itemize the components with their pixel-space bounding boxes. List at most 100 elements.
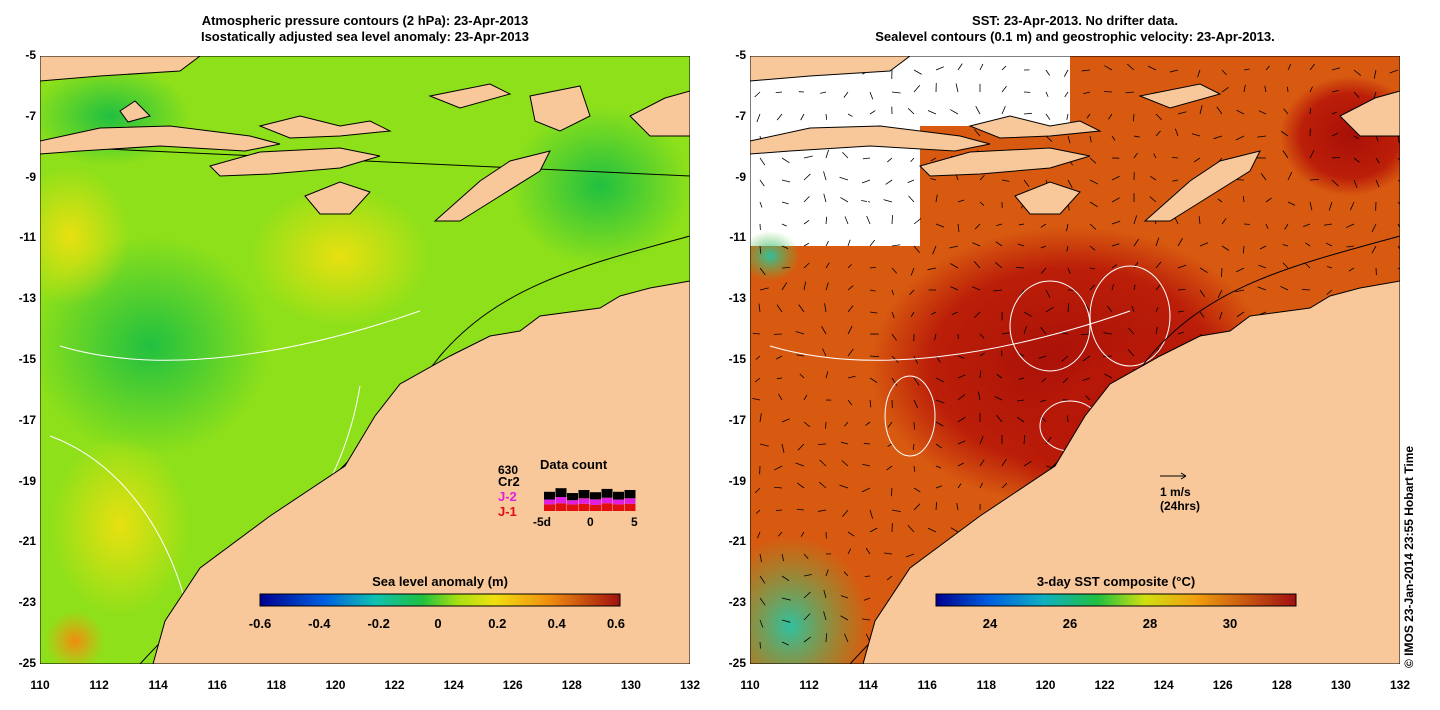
velocity-vector [1104,65,1113,71]
velocity-vector [1257,286,1267,291]
right-lon-label: 114 [858,678,878,692]
velocity-vector [1001,458,1007,467]
velocity-vector [774,486,783,489]
left-lon-label: 118 [266,678,287,692]
velocity-vector [1067,179,1073,189]
velocity-vector [974,223,981,230]
velocity-vector [891,311,895,319]
velocity-vector [957,355,965,359]
velocity-vector [1221,87,1229,93]
velocity-scale: 1 m/s (24hrs) [1160,472,1200,513]
velocity-vector [1287,63,1292,71]
velocity-vector [781,223,787,227]
right-lon-label: 132 [1389,678,1411,692]
left-lon-label: 122 [384,678,405,692]
colorbar-tick-label: 24 [983,616,998,631]
velocity-vector [1353,91,1360,99]
velocity-vector [1066,415,1069,423]
velocity-vector [1258,264,1267,269]
velocity-vector [1235,135,1245,141]
velocity-vector [1353,69,1362,76]
velocity-vector [1243,84,1246,93]
data-count-axis-mid: 0 [587,515,594,529]
velocity-vector [1131,305,1135,313]
velocity-vector [1309,63,1315,71]
velocity-vector [1174,128,1179,137]
velocity-vector [957,483,962,489]
colorbar-tick-label: 0.2 [488,616,506,631]
velocity-vector [996,414,1003,423]
velocity-vector [950,527,959,533]
velocity-vector [825,569,829,577]
velocity-vector [1133,135,1140,138]
velocity-vector [1001,85,1007,93]
j1-count-bar [544,504,555,511]
velocity-vector [1001,65,1007,71]
velocity-vector [1199,311,1205,318]
velocity-vector [972,242,981,247]
velocity-vector [1326,266,1333,269]
velocity-vector [1169,69,1179,73]
velocity-vector [891,333,897,341]
velocity-vector [913,69,922,75]
velocity-vector [1155,113,1162,121]
velocity-vector [1397,179,1400,183]
right-lon-label: 128 [1271,678,1292,692]
velocity-vector [1375,135,1379,142]
velocity-vector [758,303,761,313]
sst-cool-water [750,231,800,281]
velocity-vector [1353,135,1359,140]
right-lon-label: 124 [1153,678,1174,692]
velocity-vector [979,435,984,445]
right-lon-label: 112 [799,678,819,692]
velocity-vector [913,355,918,364]
velocity-vector [755,355,761,360]
velocity-vector [1353,179,1358,188]
velocity-vector [819,459,827,467]
island [529,85,591,132]
velocity-vector [825,113,828,120]
velocity-vector [1001,106,1006,115]
velocity-vector [803,242,810,247]
velocity-vector [1045,436,1052,445]
velocity-vector [1221,218,1227,225]
cr2-count-bar [567,493,578,501]
right-lon-label: 130 [1330,678,1351,692]
velocity-vector [910,157,915,163]
velocity-vector [798,304,805,313]
velocity-vector [1397,201,1400,205]
left-lat-label: -23 [18,595,36,610]
velocity-vector [1323,223,1333,226]
velocity-vector [1111,284,1114,291]
velocity-vector [795,462,805,467]
velocity-vector [1001,482,1008,489]
velocity-vector [1221,69,1227,76]
left-lat-label: -21 [18,534,36,549]
velocity-vector [957,440,966,445]
velocity-vector [1082,355,1091,362]
velocity-vector [890,487,893,497]
right-lat-label: -21 [728,534,746,549]
velocity-vector [935,443,943,449]
velocity-vector [1017,243,1025,247]
velocity-vector [840,197,849,203]
velocity-vector [1089,245,1096,251]
velocity-vector [825,633,828,643]
cr2-count-bar [555,488,567,497]
island [119,100,151,123]
velocity-vector [1177,238,1183,247]
velocity-vector [1331,179,1339,187]
velocity-vector [883,199,893,203]
sla-colorbar [259,593,621,607]
velocity-vector [759,597,766,606]
velocity-vector [913,84,921,93]
right-lat-label: -15 [728,352,746,366]
velocity-vector [803,173,811,181]
velocity-vector [913,421,915,430]
velocity-vector [1389,69,1399,74]
right-lon-label: 116 [917,678,937,692]
velocity-vector [1258,110,1267,115]
australia-landmass [862,280,1400,664]
j1-count-bar [555,503,567,511]
velocity-vector [955,83,959,93]
